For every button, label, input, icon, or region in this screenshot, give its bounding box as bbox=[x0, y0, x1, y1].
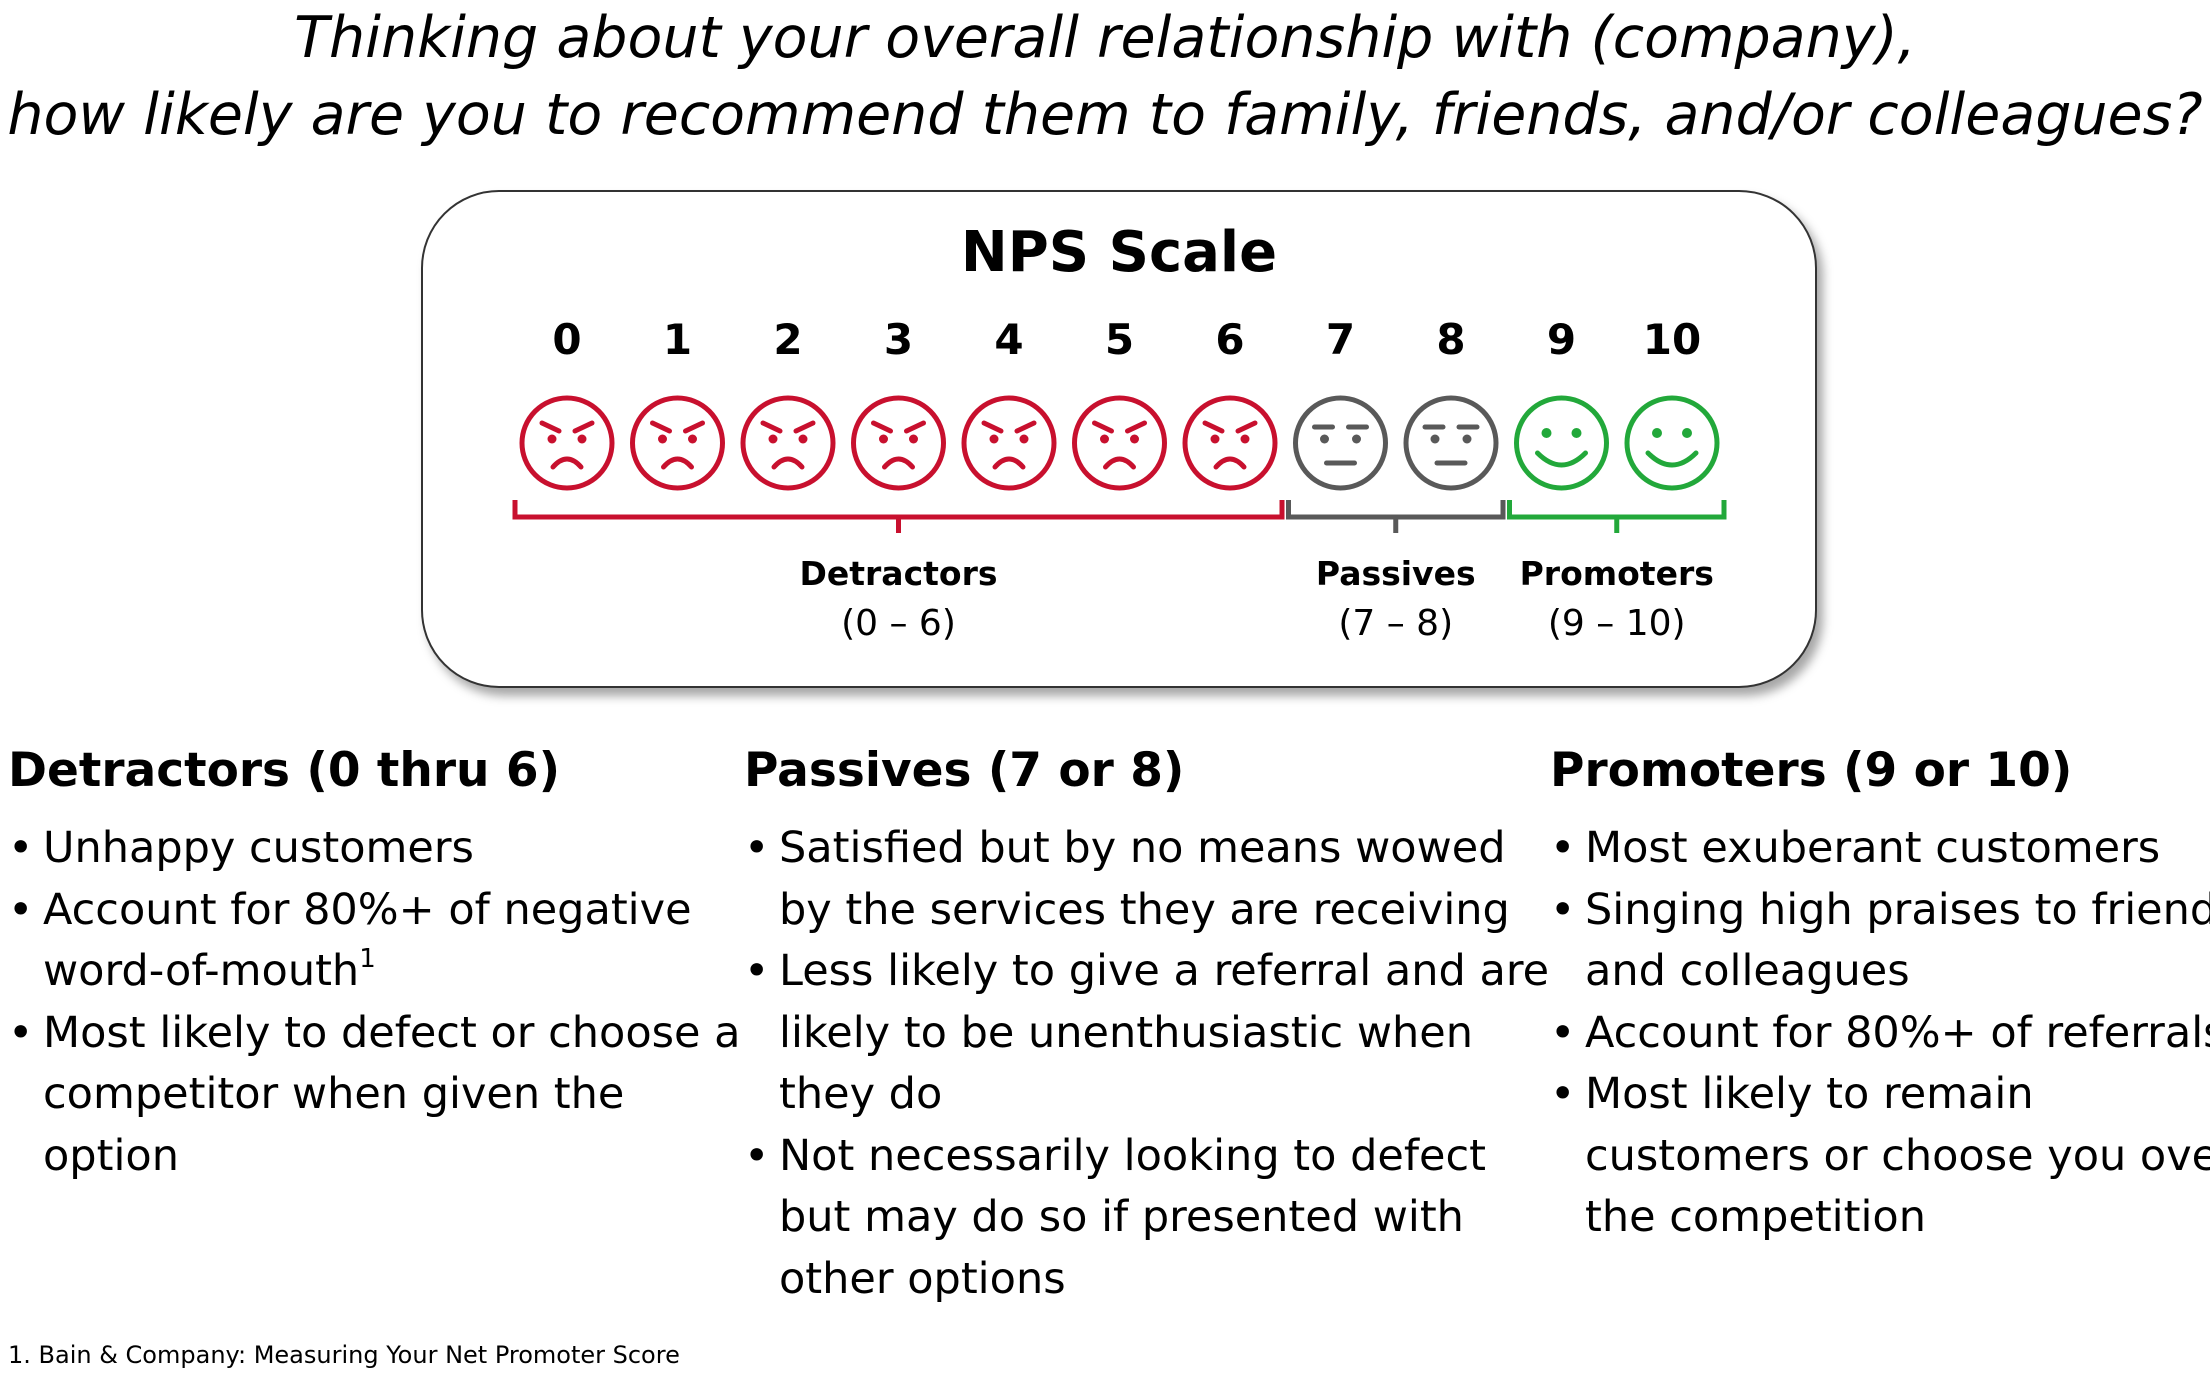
promoters-bullets: Most exuberant customers Singing high pr… bbox=[1550, 818, 2210, 1249]
promoters-heading: Promoters (9 or 10) bbox=[1550, 743, 2073, 798]
neutral-face-icon bbox=[1403, 395, 1499, 491]
passives-group-range: (7 – 8) bbox=[1338, 603, 1453, 644]
passives-group-label: Passives bbox=[1316, 554, 1476, 593]
detractors-group-range: (0 – 6) bbox=[841, 603, 956, 644]
detractors-bracket bbox=[512, 500, 1285, 533]
list-item: Most likely to defect or choose acompeti… bbox=[8, 1003, 741, 1188]
angry-face-icon bbox=[1072, 395, 1167, 491]
scale-number-8: 8 bbox=[1436, 315, 1465, 364]
nps-scale-diagram: 0 1 2 3 4 5 6 7 8 9 10 Detractors (0 – 6) Passives (7 … bbox=[512, 315, 1727, 644]
angry-face-icon bbox=[740, 395, 836, 491]
angry-face-icon bbox=[1182, 395, 1278, 491]
scale-number-0: 0 bbox=[552, 315, 581, 364]
scale-number-9: 9 bbox=[1547, 315, 1576, 364]
scale-number-7: 7 bbox=[1326, 315, 1355, 364]
footnote: 1. Bain & Company: Measuring Your Net Pr… bbox=[8, 1341, 680, 1369]
scale-number-2: 2 bbox=[773, 315, 802, 364]
angry-face-icon bbox=[851, 395, 946, 491]
scale-number-5: 5 bbox=[1105, 315, 1134, 364]
question-line-2: how likely are you to recommend them to … bbox=[7, 82, 2203, 148]
angry-face-icon bbox=[630, 395, 725, 491]
passives-heading: Passives (7 or 8) bbox=[744, 743, 1185, 798]
nps-scale-card: NPS Scale 0 1 2 3 4 5 6 7 8 9 10 Detractors (0 – 6) P… bbox=[421, 190, 1817, 688]
angry-face-icon bbox=[519, 395, 615, 491]
list-item: Most exuberant customers bbox=[1550, 818, 2210, 880]
list-item: Unhappy customers bbox=[8, 818, 741, 880]
list-item: Less likely to give a referral and areli… bbox=[744, 941, 1549, 1126]
scale-number-10: 10 bbox=[1643, 315, 1701, 364]
scale-title: NPS Scale bbox=[960, 220, 1278, 285]
detractors-group-label: Detractors bbox=[799, 554, 997, 593]
smiley-face-icon bbox=[1624, 395, 1720, 491]
list-item: Account for 80%+ of referrals1 bbox=[1550, 1003, 2210, 1065]
promoters-bracket bbox=[1507, 500, 1727, 533]
detractors-heading: Detractors (0 thru 6) bbox=[8, 743, 561, 798]
survey-question: Thinking about your overall relationship… bbox=[0, 0, 2210, 154]
scale-number-3: 3 bbox=[884, 315, 913, 364]
passives-bracket bbox=[1286, 500, 1506, 533]
promoters-column: Promoters (9 or 10) Most exuberant custo… bbox=[1550, 742, 2210, 1249]
detractors-column: Detractors (0 thru 6) Unhappy customers … bbox=[8, 742, 741, 1187]
scale-number-1: 1 bbox=[663, 315, 692, 364]
promoters-group-range: (9 – 10) bbox=[1548, 603, 1686, 644]
neutral-face-icon bbox=[1293, 395, 1388, 491]
angry-face-icon bbox=[961, 395, 1057, 491]
footnote-marker: 1 bbox=[359, 944, 376, 974]
smiley-face-icon bbox=[1514, 395, 1609, 491]
passives-column: Passives (7 or 8) Satisfied but by no me… bbox=[744, 742, 1549, 1310]
list-item: Account for 80%+ of negativeword-of-mout… bbox=[8, 880, 741, 1003]
promoters-group-label: Promoters bbox=[1520, 554, 1714, 593]
question-line-1: Thinking about your overall relationship… bbox=[294, 5, 1916, 71]
detractors-bullets: Unhappy customers Account for 80%+ of ne… bbox=[8, 818, 741, 1187]
scale-number-4: 4 bbox=[994, 315, 1023, 364]
scale-number-6: 6 bbox=[1215, 315, 1244, 364]
